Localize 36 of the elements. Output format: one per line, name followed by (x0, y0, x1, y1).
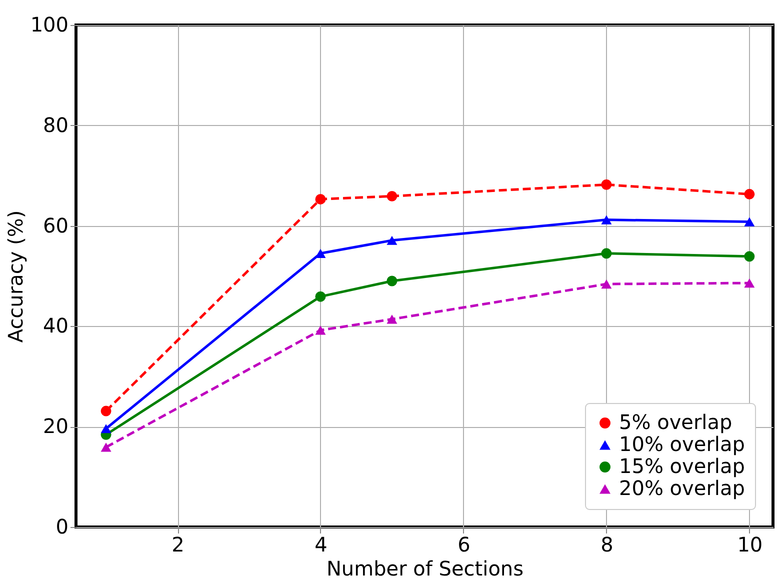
point (744, 188, 755, 200)
point (744, 251, 755, 262)
x-tick-label: 2 (172, 532, 184, 556)
point (100, 406, 112, 416)
legend-label: 10% overlap (619, 432, 745, 456)
point (601, 248, 612, 259)
point (601, 215, 612, 224)
y-tick-label: 40 (43, 314, 68, 338)
x-tick-label: 8 (600, 532, 614, 556)
y-tick-label: 80 (43, 112, 68, 137)
point (315, 194, 326, 204)
x-tick-label: 4 (314, 532, 328, 556)
point (315, 291, 326, 302)
point (386, 236, 398, 245)
point (315, 248, 326, 258)
y-tick-label: 60 (43, 213, 68, 238)
point (386, 276, 398, 286)
point (744, 217, 755, 226)
legend-label: 5% overlap (619, 410, 732, 434)
legend-label: 15% overlap (619, 454, 745, 478)
point (386, 314, 398, 324)
x-tick-label: 10 (737, 532, 763, 556)
y-tick-label: 0 (56, 514, 68, 538)
y-axis-title: Accuracy (%) (3, 210, 28, 343)
x-axis-title: Number of Sections (326, 556, 524, 580)
x-tick-label: 6 (458, 532, 470, 556)
point (315, 326, 326, 335)
point (100, 442, 112, 452)
point (744, 278, 755, 288)
point (601, 279, 612, 289)
y-tick-label: 100 (30, 12, 68, 36)
point (601, 179, 612, 190)
y-tick-label: 20 (43, 414, 68, 438)
point (100, 424, 112, 434)
legend-label: 20% overlap (619, 476, 745, 500)
point (386, 190, 398, 202)
